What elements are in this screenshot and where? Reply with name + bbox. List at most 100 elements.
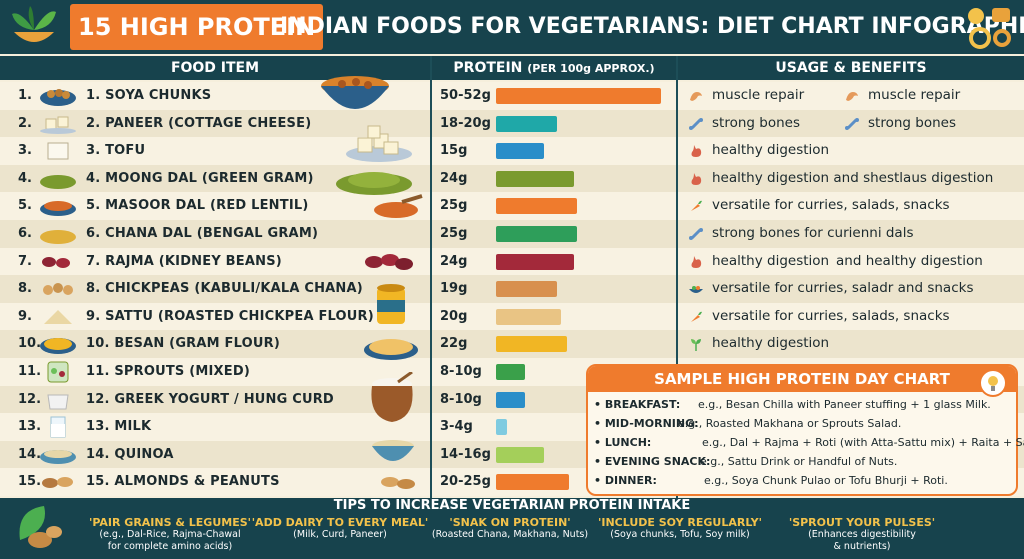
food-name: 8. CHICKPEAS (KABULI/KALA CHANA) <box>86 281 363 297</box>
protein-value: 24g <box>440 170 468 186</box>
stomach-icon <box>691 255 702 268</box>
meal-text: e.g., Soya Chunk Pulao or Tofu Bhurji + … <box>704 474 948 487</box>
tip-heading: 'ADD DAIRY TO EVERY MEAL' <box>251 516 429 529</box>
sample-chart-item: • MID-MORNING: e.g., Roasted Makhana or S… <box>594 417 1012 431</box>
moong-dal-icon <box>40 174 76 189</box>
row-number: 8. <box>18 281 32 297</box>
protein-bar <box>496 170 574 187</box>
tip-item: 'INCLUDE SOY REGULARLY' (Soya chunks, Tof… <box>590 516 770 541</box>
usage-text: healthy digestion and shestlaus digestio… <box>712 169 994 186</box>
food-name: 1. SOYA CHUNKS <box>86 88 212 103</box>
tips-section: TIPS TO INCREASE VEGETARIAN PROTEIN INTA… <box>0 498 1024 559</box>
protein-bar <box>496 308 561 325</box>
usage-text: healthy digestion <box>712 252 830 269</box>
sample-chart-title: SAMPLE HIGH PROTEIN DAY CHART <box>588 366 1016 392</box>
protein-bar <box>496 115 557 132</box>
curry-bowl-illustration <box>321 76 389 109</box>
protein-bar <box>496 281 557 298</box>
row-number: 4. <box>18 170 32 186</box>
nutrition-gears-icon <box>968 8 1011 49</box>
protein-value: 8-10g <box>440 391 482 407</box>
protein-bar <box>496 419 507 436</box>
row-number: 10. <box>18 336 42 352</box>
food-name: 11. SPROUTS (MIXED) <box>86 364 250 379</box>
table-row: 9. 9. SATTU (ROASTED CHICKPEA FLOUR) 20g ve… <box>0 302 1024 331</box>
usage-text: healthy digestion <box>712 142 830 159</box>
protein-value: 25g <box>440 198 468 214</box>
title-highlight: 15 HIGH PROTEIN <box>70 4 324 50</box>
food-name: 10. BESAN (GRAM FLOUR) <box>86 336 280 352</box>
table-row: 10. 10. BESAN (GRAM FLOUR) 22g healthy dige… <box>0 330 1024 358</box>
rajma-icon <box>42 256 70 268</box>
column-divider <box>676 56 678 498</box>
carrot-icon <box>691 201 702 212</box>
protein-value: 15g <box>440 143 468 159</box>
tip-detail: (Milk, Curd, Paneer) <box>293 529 387 540</box>
stomach-icon <box>691 145 702 158</box>
food-name: 3. TOFU <box>86 143 146 159</box>
meal-text: e.g., Roasted Makhana or Sprouts Salad. <box>678 417 902 430</box>
lentil-scoop-illustration <box>374 194 423 218</box>
usage-text: versatile for curries, salads, snacks <box>712 307 950 324</box>
sprouts-icon <box>47 361 69 383</box>
table-row: 7. 7. RAJMA (KIDNEY BEANS) 24g healthy dige… <box>0 247 1024 276</box>
muscle-arm-icon <box>846 92 858 101</box>
tip-detail: (Soya chunks, Tofu, Soy milk) <box>610 529 750 540</box>
table-row: 6. 6. CHANA DAL (BENGAL GRAM) 25g strong bo… <box>0 220 1024 248</box>
sattu-tin-illustration <box>377 284 405 324</box>
usage-text-secondary: and healthy digestion <box>836 252 983 269</box>
usage-text: versatile for curries, saladr and snacks <box>712 280 974 297</box>
row-number: 14. <box>18 446 42 462</box>
sample-chart-item: • BREAKFAST: e.g., Besan Chilla with Pane… <box>594 398 1012 412</box>
peanuts-illustration <box>381 477 415 489</box>
protein-value: 8-10g <box>440 364 482 379</box>
table-row: 1. 1. SOYA CHUNKS 50-52g muscle repair muscl… <box>0 82 1024 110</box>
curd-pot-illustration <box>371 372 413 422</box>
bone-icon <box>845 117 859 130</box>
tip-detail: (e.g., Dal-Rice, Rajma-Chawal <box>99 529 241 540</box>
row-number: 6. <box>18 226 32 241</box>
milk-icon <box>50 416 66 438</box>
masoor-dal-icon <box>40 201 76 217</box>
protein-value: 18-20g <box>440 115 491 131</box>
usage-text-secondary: muscle repair <box>868 87 961 103</box>
protein-value: 22g <box>440 336 468 352</box>
header-bar: 15 HIGH PROTEIN INDIAN FOODS FOR VEGETAR… <box>0 0 1024 54</box>
sattu-icon <box>44 309 72 324</box>
row-number: 12. <box>18 391 42 407</box>
yogurt-icon <box>47 394 69 410</box>
protein-bar <box>496 198 577 215</box>
protein-bar <box>496 143 544 160</box>
tip-detail: (Enhances digestibility <box>808 529 916 540</box>
usage-text: muscle repair <box>712 87 805 103</box>
food-name: 7. RAJMA (KIDNEY BEANS) <box>86 253 282 269</box>
food-name: 6. CHANA DAL (BENGAL GRAM) <box>86 226 319 241</box>
nuts-leaf-icon <box>19 506 62 548</box>
protein-bar <box>496 391 525 408</box>
sample-chart-item: • LUNCH: e.g., Dal + Rajma + Roti (with A… <box>594 436 1024 450</box>
carrot-icon <box>691 311 702 322</box>
column-divider <box>430 56 432 498</box>
protein-value: 19g <box>440 281 468 297</box>
tofu-icon <box>47 142 69 160</box>
protein-bar <box>496 474 569 491</box>
chana-dal-icon <box>40 230 76 244</box>
usage-text: healthy digestion <box>712 335 830 352</box>
usage-text-secondary: strong bones <box>868 114 956 131</box>
paneer-icon <box>40 116 76 134</box>
meal-text: e.g., Sattu Drink or Handful of Nuts. <box>700 455 898 468</box>
stomach-icon <box>691 172 702 185</box>
food-name: 4. MOONG DAL (GREEN GRAM) <box>86 170 314 186</box>
meal-label: • MID-MORNING: <box>594 417 699 430</box>
tip-detail: (Roasted Chana, Makhana, Nuts) <box>431 529 589 540</box>
food-name: 12. GREEK YOGURT / HUNG CURD <box>86 391 334 407</box>
protein-value: 25g <box>440 226 468 241</box>
usage-text: strong bones <box>712 114 800 131</box>
protein-value: 14-16g <box>440 446 491 462</box>
tip-item: 'ADD DAIRY TO EVERY MEAL' (Milk, Curd, Pa… <box>250 516 430 541</box>
table-row: 8. 8. CHICKPEAS (KABULI/KALA CHANA) 19g ver… <box>0 275 1024 303</box>
tips-title: TIPS TO INCREASE VEGETARIAN PROTEIN INTA… <box>333 498 691 513</box>
soya-chunks-icon <box>40 89 76 106</box>
usage-text: versatile for curries, salads, snacks <box>712 197 950 214</box>
sample-chart-item: • EVENING SNACK: e.g., Sattu Drink or Han… <box>594 455 1012 469</box>
